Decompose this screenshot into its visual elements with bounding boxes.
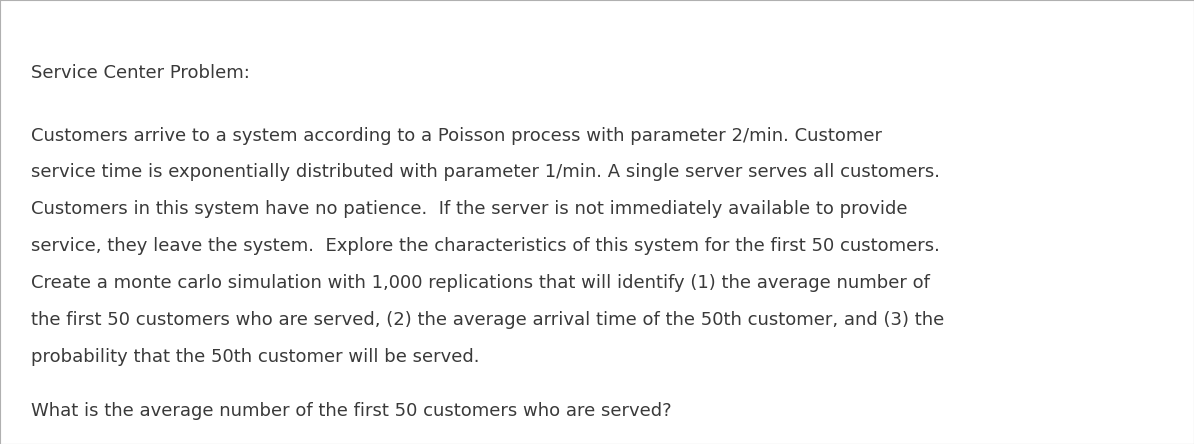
Text: probability that the 50th customer will be served.: probability that the 50th customer will … xyxy=(31,348,480,366)
Text: Service Center Problem:: Service Center Problem: xyxy=(31,64,250,83)
Text: What is the average number of the first 50 customers who are served?: What is the average number of the first … xyxy=(31,402,672,420)
Text: Customers in this system have no patience.  If the server is not immediately ava: Customers in this system have no patienc… xyxy=(31,200,907,218)
Text: service, they leave the system.  Explore the characteristics of this system for : service, they leave the system. Explore … xyxy=(31,237,940,255)
Text: the first 50 customers who are served, (2) the average arrival time of the 50th : the first 50 customers who are served, (… xyxy=(31,311,944,329)
Text: Create a monte carlo simulation with 1,000 replications that will identify (1) t: Create a monte carlo simulation with 1,0… xyxy=(31,274,930,292)
Text: Customers arrive to a system according to a Poisson process with parameter 2/min: Customers arrive to a system according t… xyxy=(31,127,882,145)
Text: service time is exponentially distributed with parameter 1/min. A single server : service time is exponentially distribute… xyxy=(31,163,940,182)
